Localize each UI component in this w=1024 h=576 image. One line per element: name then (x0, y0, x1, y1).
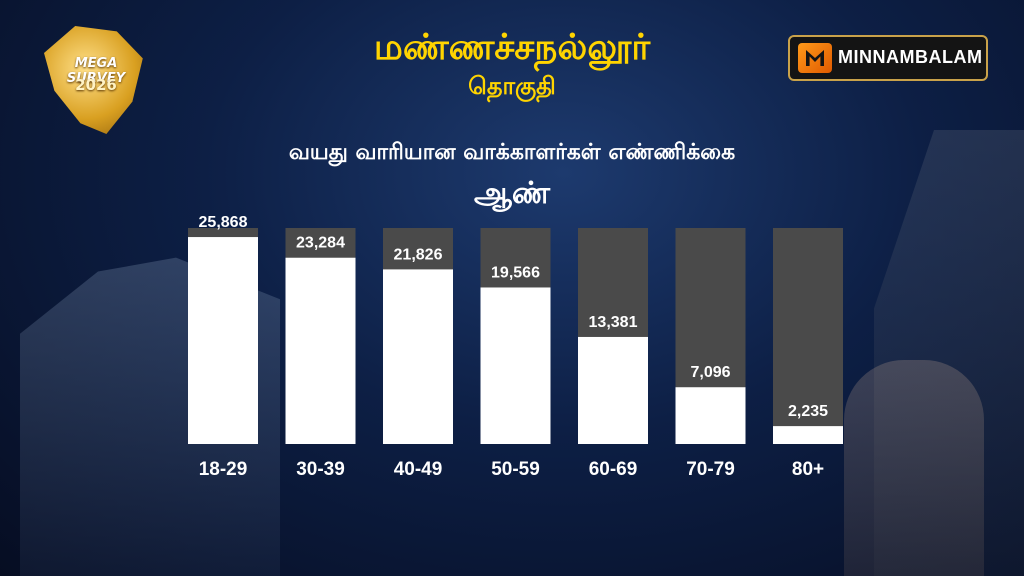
minnambalam-logo-icon (798, 43, 832, 73)
category-label-18-29: 18-29 (199, 459, 248, 480)
category-label-80+: 80+ (792, 459, 824, 480)
category-label-70-79: 70-79 (686, 459, 735, 480)
value-label-80+: 2,235 (788, 403, 828, 420)
value-label-50-59: 19,566 (491, 264, 540, 281)
bar-50-59 (480, 287, 551, 444)
constituency-subtitle: தொகுதி (468, 72, 556, 100)
bar-80+ (773, 426, 843, 444)
bar-18-29 (188, 237, 258, 444)
value-label-30-39: 23,284 (296, 235, 345, 252)
bar-60-69 (578, 336, 648, 444)
badge-name: MEGA SURVEY (66, 56, 126, 86)
constituency-title: மண்ணச்சநல்லூர் (373, 27, 651, 68)
value-label-40-49: 21,826 (394, 246, 443, 263)
badge-year: 2026 (75, 76, 117, 94)
chart-title: வயது வாரியான வாக்காளர்கள் எண்ணிக்கை (288, 140, 736, 165)
category-label-30-39: 30-39 (296, 459, 345, 480)
minnambalam-logo: MINNAMBALAM (788, 35, 988, 81)
category-label-40-49: 40-49 (394, 459, 443, 480)
chart-subtitle-gender: ஆண் (473, 176, 551, 211)
value-label-70-79: 7,096 (690, 364, 730, 381)
bar-40-49 (383, 269, 453, 444)
bar-track-80+ (773, 228, 843, 444)
bar-70-79 (675, 387, 746, 444)
background-hand (844, 360, 984, 576)
bar-30-39 (285, 257, 356, 444)
logo-text: MINNAMBALAM (838, 47, 983, 67)
value-label-18-29: 25,868 (199, 214, 248, 231)
category-label-50-59: 50-59 (491, 459, 540, 480)
value-label-60-69: 13,381 (589, 314, 638, 331)
category-label-60-69: 60-69 (589, 459, 638, 480)
